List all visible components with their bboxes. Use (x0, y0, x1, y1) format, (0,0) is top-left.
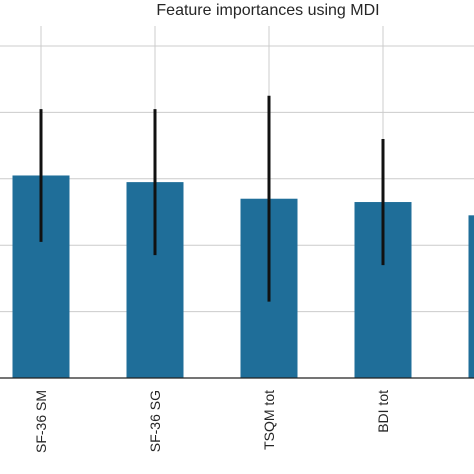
x-tick-labels: SF-36 SM SF-36 SG TSQM tot BDI tot (33, 390, 391, 453)
x-tick-label: TSQM tot (261, 390, 277, 450)
bars (12, 175, 474, 378)
bar (468, 215, 474, 378)
x-tick-label: SF-36 SM (33, 390, 49, 453)
x-tick-label: SF-36 SG (147, 390, 163, 452)
error-bars (39, 95, 385, 302)
chart-title: Feature importances using MDI (156, 2, 379, 19)
x-tick-label: BDI tot (375, 390, 391, 433)
